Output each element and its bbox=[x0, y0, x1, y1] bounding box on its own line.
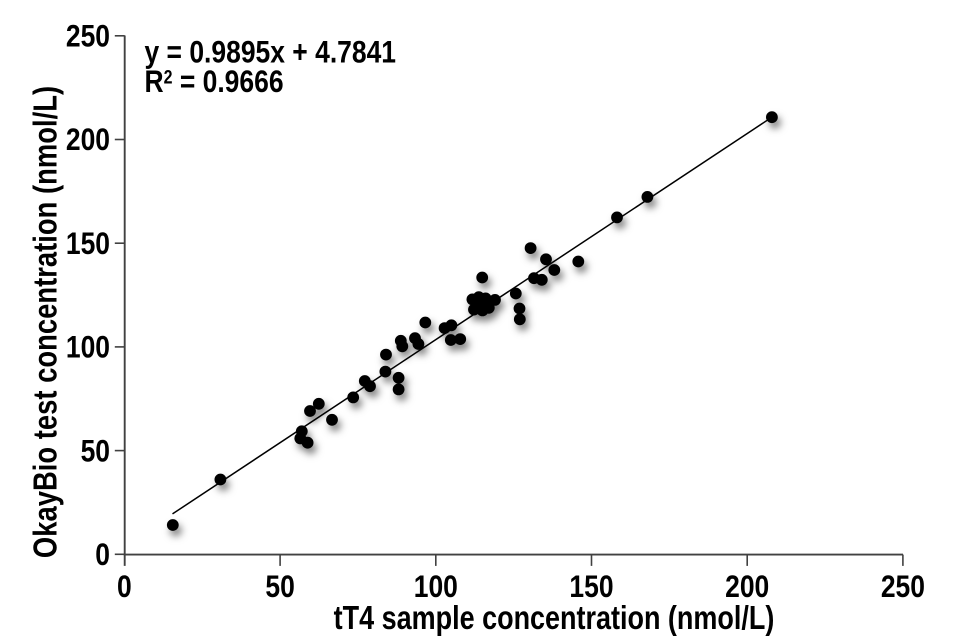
svg-text:150: 150 bbox=[569, 570, 613, 605]
svg-text:0: 0 bbox=[95, 538, 110, 573]
svg-text:250: 250 bbox=[881, 570, 925, 605]
svg-text:100: 100 bbox=[66, 331, 110, 366]
svg-text:OkayBio test concentration (nm: OkayBio test concentration (nmol/L) bbox=[28, 86, 64, 558]
svg-text:200: 200 bbox=[725, 570, 769, 605]
svg-text:y = 0.9895x + 4.7841: y = 0.9895x + 4.7841 bbox=[145, 35, 397, 70]
svg-text:150: 150 bbox=[66, 227, 110, 262]
svg-text:R2 = 0.9666: R2 = 0.9666 bbox=[145, 65, 284, 100]
svg-text:50: 50 bbox=[81, 434, 110, 469]
svg-text:0: 0 bbox=[117, 570, 132, 605]
svg-text:tT4 sample concentration (nmol: tT4 sample concentration (nmol/L) bbox=[334, 601, 775, 637]
svg-text:200: 200 bbox=[66, 123, 110, 158]
svg-text:250: 250 bbox=[66, 19, 110, 54]
svg-text:100: 100 bbox=[414, 570, 458, 605]
svg-text:50: 50 bbox=[265, 570, 294, 605]
